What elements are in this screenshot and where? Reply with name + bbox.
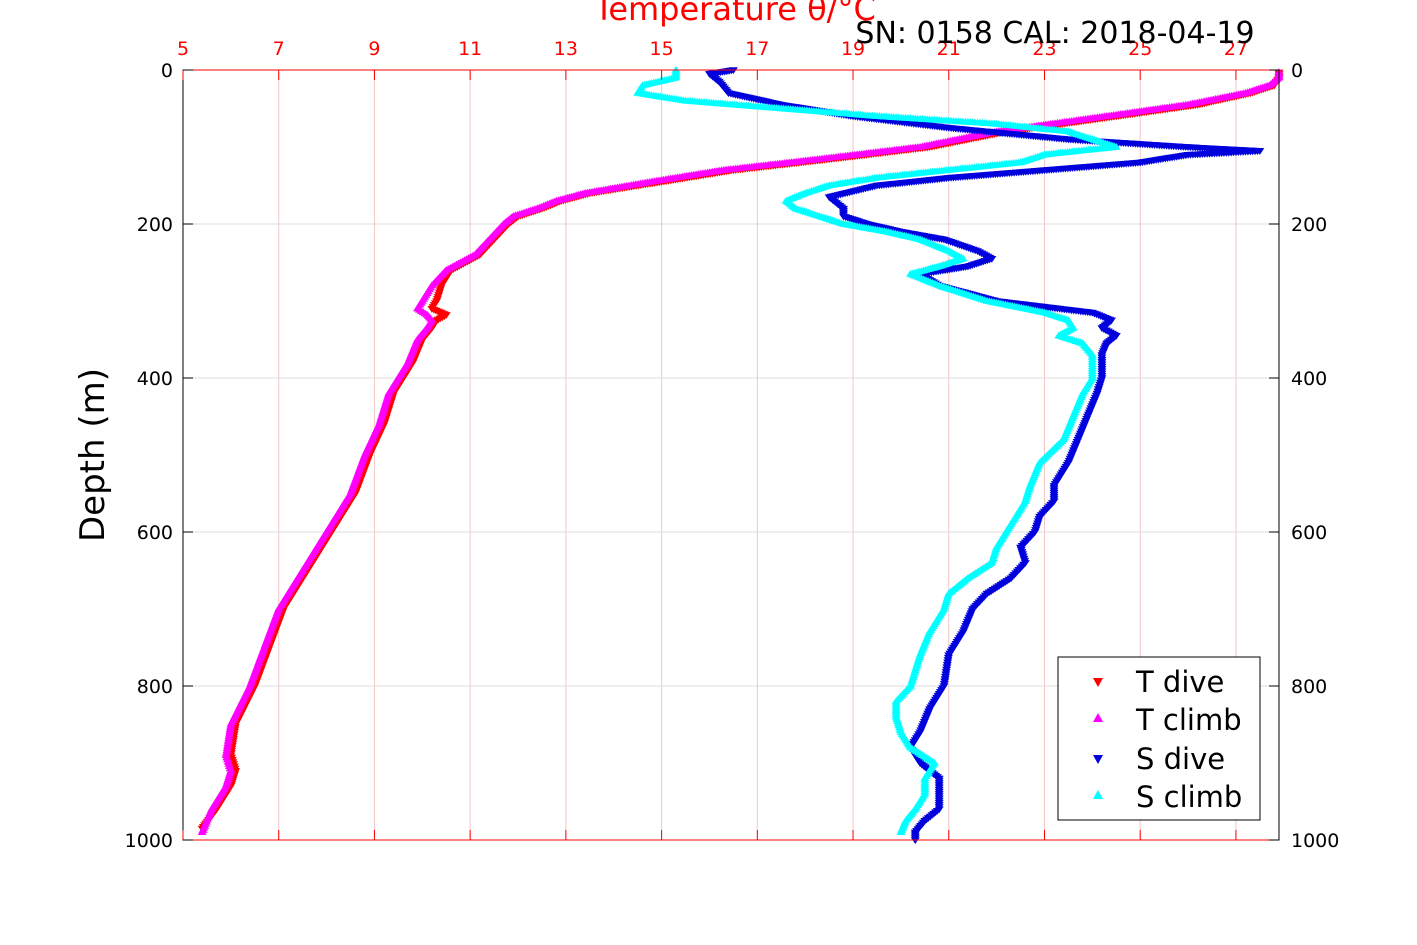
y-axis-ticks: 0 0 200 200 400 400 600 600 800 800 1000 1000 xyxy=(125,60,1340,852)
y-tick-label-right: 200 xyxy=(1291,214,1327,236)
x-tick-label: 11 xyxy=(458,38,482,60)
legend-marker-s-climb xyxy=(1093,790,1103,799)
x-tick-label: 5 xyxy=(177,38,189,60)
info-label: SN: 0158 CAL: 2018-04-19 xyxy=(855,16,1254,51)
y-tick-label-right: 400 xyxy=(1291,368,1327,390)
x-tick-label: 19 xyxy=(841,38,865,60)
y-tick-label-left: 600 xyxy=(137,522,173,544)
x-tick-label: 13 xyxy=(554,38,578,60)
legend-label-s-dive: S dive xyxy=(1136,742,1225,776)
data-point xyxy=(197,828,207,835)
x-tick-label: 15 xyxy=(650,38,674,60)
y-tick-label-right: 0 xyxy=(1291,60,1303,82)
legend-marker-t-climb xyxy=(1093,713,1103,722)
data-point xyxy=(910,837,920,845)
y-tick-label-left: 200 xyxy=(137,214,173,236)
legend-item-t-climb: T climb xyxy=(1093,703,1242,737)
legend-label-s-climb: S climb xyxy=(1136,780,1242,814)
legend-marker-t-dive xyxy=(1093,678,1103,687)
y-tick-label-left: 800 xyxy=(137,676,173,698)
x-tick-label: 27 xyxy=(1224,38,1248,60)
y-tick-label-right: 1000 xyxy=(1291,830,1339,852)
y-tick-label-left: 400 xyxy=(137,368,173,390)
y-tick-label-left: 1000 xyxy=(125,830,173,852)
x-tick-label: 23 xyxy=(1032,38,1056,60)
y-tick-label-right: 800 xyxy=(1291,676,1327,698)
series-t-climb xyxy=(197,68,1284,835)
series-s-dive xyxy=(704,67,1265,845)
x-tick-label: 9 xyxy=(368,38,380,60)
y-tick-label-left: 0 xyxy=(161,60,173,82)
y-axis-label: Depth (m) xyxy=(73,368,113,542)
legend: T dive T climb S dive S climb xyxy=(1057,656,1261,821)
chart-title: Temperature θ/°C xyxy=(593,0,876,28)
x-tick-label: 25 xyxy=(1128,38,1152,60)
series-s-climb xyxy=(633,65,1121,835)
legend-box xyxy=(1057,656,1261,821)
x-tick-label: 17 xyxy=(745,38,769,60)
x-axis-ticks: 5 7 9 11 13 15 17 19 21 23 25 27 xyxy=(177,38,1248,840)
data-points xyxy=(197,65,1284,845)
legend-item-t-dive: T dive xyxy=(1093,665,1224,699)
legend-item-s-dive: S dive xyxy=(1093,742,1225,776)
legend-label-t-dive: T dive xyxy=(1135,665,1224,699)
legend-label-t-climb: T climb xyxy=(1135,703,1242,737)
data-point xyxy=(896,828,906,835)
legend-item-s-climb: S climb xyxy=(1093,780,1242,814)
y-tick-label-right: 600 xyxy=(1291,522,1327,544)
legend-marker-s-dive xyxy=(1093,755,1103,764)
x-tick-label: 7 xyxy=(273,38,285,60)
x-tick-label: 21 xyxy=(937,38,961,60)
